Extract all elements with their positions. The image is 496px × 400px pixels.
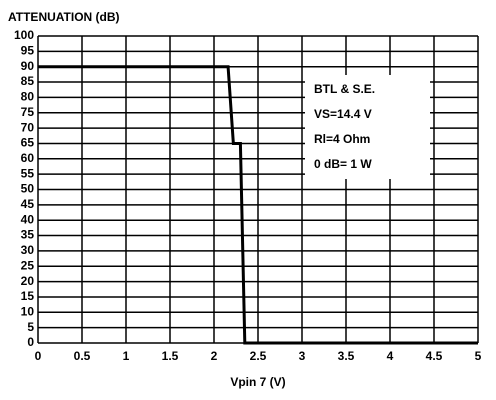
annotation: 0 dB= 1 W [314,157,372,171]
y-tick-label: 95 [21,44,35,58]
x-tick-label: 4 [387,349,394,363]
y-tick-label: 40 [21,212,35,226]
chart-title: ATTENUATION (dB) [8,10,120,24]
x-tick-label: 2.5 [250,349,267,363]
y-tick-label: 80 [21,90,35,104]
y-tick-label: 25 [21,258,35,272]
x-tick-label: 3.5 [338,349,355,363]
annotation: VS=14.4 V [314,107,372,121]
x-tick-label: 2 [211,349,218,363]
y-tick-label: 50 [21,182,35,196]
y-tick-label: 20 [21,274,35,288]
y-tick-label: 10 [21,304,35,318]
y-tick-label: 55 [21,166,35,180]
y-tick-label: 30 [21,243,35,257]
y-tick-label: 75 [21,105,35,119]
annotation-box [305,75,430,179]
x-tick-label: 0 [35,349,42,363]
y-tick-label: 60 [21,151,35,165]
y-tick-label: 90 [21,59,35,73]
y-tick-label: 65 [21,136,35,150]
y-tick-label: 45 [21,197,35,211]
y-tick-label: 35 [21,228,35,242]
x-tick-label: 4.5 [426,349,443,363]
y-tick-label: 15 [21,289,35,303]
x-tick-label: 1 [123,349,130,363]
x-tick-label: 1.5 [162,349,179,363]
annotation: BTL & S.E. [314,82,375,96]
x-tick-label: 5 [475,349,482,363]
x-axis-label: Vpin 7 (V) [230,375,285,389]
y-tick-label: 70 [21,120,35,134]
x-tick-label: 0.5 [74,349,91,363]
x-tick-label: 3 [299,349,306,363]
annotation: Rl=4 Ohm [314,132,370,146]
y-tick-label: 5 [27,320,34,334]
y-tick-label: 0 [27,335,34,349]
y-tick-label: 85 [21,74,35,88]
y-tick-label: 100 [14,28,34,42]
data-line [38,65,478,345]
